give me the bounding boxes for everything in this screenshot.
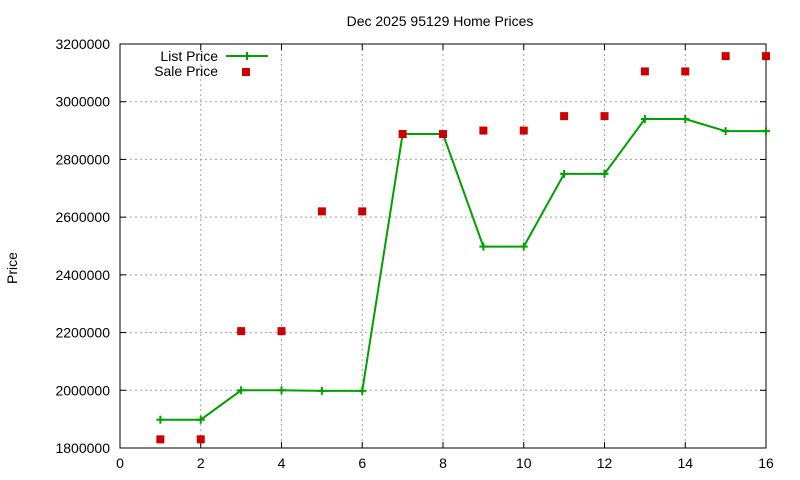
list-price-line	[160, 118, 766, 421]
list-price-point	[721, 127, 730, 136]
y-tick-label: 1800000	[55, 440, 110, 456]
list-price-point	[640, 115, 649, 124]
list-price-point	[156, 415, 165, 424]
chart-title: Dec 2025 95129 Home Prices	[347, 13, 534, 29]
y-axis-label: Price	[4, 252, 20, 284]
y-tick-label: 3200000	[55, 36, 110, 52]
sale-price-point	[762, 52, 770, 61]
series-layer	[156, 52, 770, 444]
sale-price-point	[681, 67, 690, 76]
tick-layer: 1800000 2000000 2200000 2400000 2600000 28000…	[55, 36, 774, 471]
y-tick-label: 2600000	[55, 209, 110, 225]
y-tick-label: 2200000	[55, 325, 110, 341]
x-tick-label: 16	[758, 455, 774, 471]
y-tick-label: 3000000	[55, 94, 110, 110]
sale-price-point	[156, 435, 165, 444]
sale-price-point	[560, 112, 569, 121]
sale-price-point	[398, 130, 407, 139]
sale-price-point	[196, 435, 205, 444]
list-price-point	[358, 386, 367, 395]
x-tick-label: 10	[516, 455, 532, 471]
sale-price-point	[439, 130, 447, 139]
sale-price-point	[519, 126, 528, 135]
x-tick-label: 0	[116, 455, 124, 471]
legend-swatch-marker	[243, 52, 251, 60]
list-price-point	[762, 127, 770, 136]
legend-label: Sale Price	[154, 63, 218, 79]
list-price-point	[681, 115, 690, 124]
sale-price-point	[277, 327, 286, 336]
grid-layer	[120, 44, 766, 448]
x-tick-label: 12	[597, 455, 613, 471]
x-tick-label: 4	[278, 455, 286, 471]
list-price-point	[600, 169, 609, 178]
x-tick-label: 14	[677, 455, 693, 471]
legend-label: List Price	[160, 48, 218, 64]
list-price-point	[560, 169, 569, 178]
sale-price-point	[479, 126, 488, 135]
list-price-point	[479, 242, 488, 251]
x-tick-label: 2	[197, 455, 205, 471]
list-price-point	[519, 242, 528, 251]
sale-price-point	[358, 207, 367, 216]
list-price-point	[237, 386, 246, 395]
sale-price-point	[640, 67, 649, 76]
y-tick-label: 2000000	[55, 382, 110, 398]
legend-swatch-marker	[242, 68, 250, 76]
sale-price-point	[317, 207, 326, 216]
sale-price-point	[600, 112, 609, 121]
x-tick-label: 6	[358, 455, 366, 471]
sale-price-point	[721, 52, 730, 61]
list-price-point	[317, 386, 326, 395]
y-tick-label: 2400000	[55, 267, 110, 283]
x-tick-label: 8	[439, 455, 447, 471]
sale-price-point	[237, 327, 246, 336]
list-price-point	[196, 415, 205, 424]
list-price-point	[277, 386, 286, 395]
y-tick-label: 2800000	[55, 151, 110, 167]
